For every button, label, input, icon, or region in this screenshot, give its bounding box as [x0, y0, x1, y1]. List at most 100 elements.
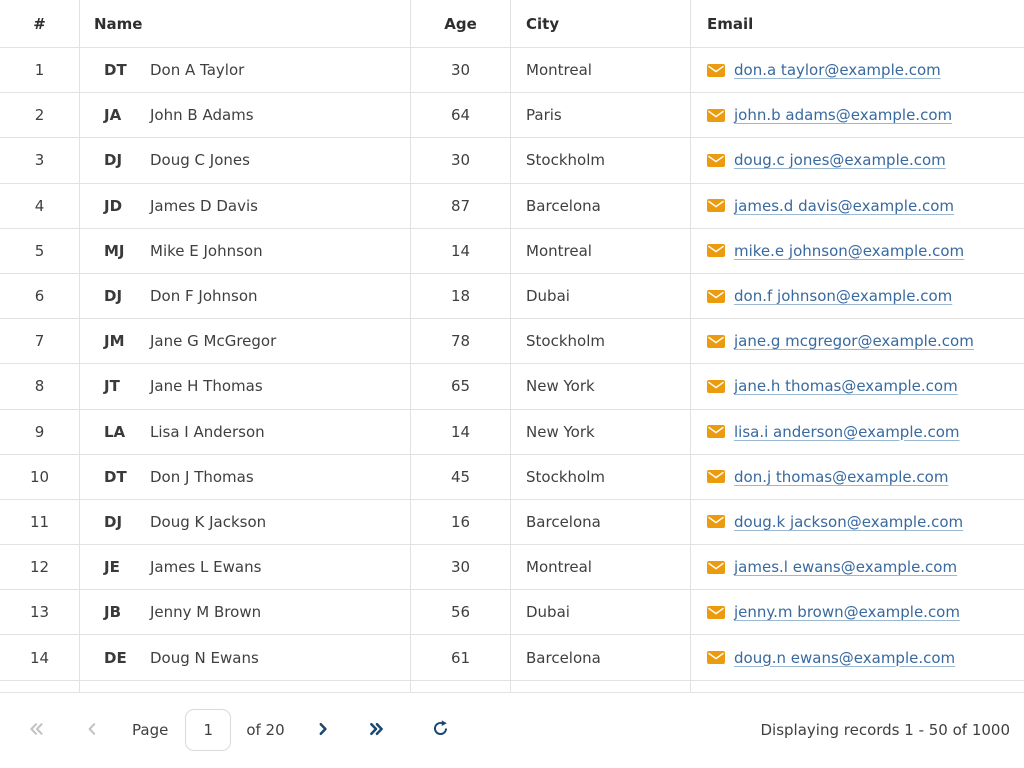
last-page-button[interactable]	[365, 718, 389, 742]
email-cell: jenny.m brown@example.com	[691, 590, 1024, 634]
city-cell: Paris	[511, 93, 691, 138]
city-cell: Stockholm	[511, 454, 691, 499]
name-cell: DJ Doug K Jackson	[80, 499, 411, 545]
refresh-button[interactable]	[429, 718, 453, 742]
envelope-icon	[707, 289, 725, 303]
envelope-icon	[707, 199, 725, 213]
chevron-left-icon	[84, 721, 100, 740]
full-name: James D Davis	[150, 196, 258, 215]
age-cell: 65	[411, 364, 511, 409]
row-index: 4	[0, 183, 80, 228]
email-link[interactable]: doug.c jones@example.com	[734, 151, 946, 170]
envelope-icon	[707, 153, 725, 167]
email-link[interactable]: james.d davis@example.com	[734, 196, 955, 215]
city-cell: Barcelona	[511, 635, 691, 680]
table-row: 8 JT Jane H Thomas 65 New York jane.h th…	[0, 364, 1024, 410]
email-link[interactable]: john.b adams@example.com	[734, 106, 953, 125]
initials-badge: DJ	[104, 287, 123, 306]
full-name: Jane H Thomas	[150, 377, 263, 396]
city-cell: Dubai	[511, 590, 691, 635]
table-row: 2 JA John B Adams 64 Paris john.b adams@…	[0, 93, 1024, 139]
email-link[interactable]: jane.h thomas@example.com	[734, 377, 958, 396]
table-row: 6 DJ Don F Johnson 18 Dubai don.f johnso…	[0, 273, 1024, 320]
age-cell: 78	[411, 319, 511, 364]
city-cell: Barcelona	[511, 183, 691, 228]
envelope-icon	[707, 63, 725, 77]
full-name: Jane G McGregor	[150, 332, 277, 351]
initials-badge: DT	[104, 61, 127, 80]
row-index: 14	[0, 635, 80, 680]
email-cell: lisa.i anderson@example.com	[691, 410, 1024, 454]
first-page-button[interactable]	[24, 718, 48, 742]
age-cell: 30	[411, 48, 511, 93]
initials-badge: JE	[104, 558, 120, 577]
prev-page-button[interactable]	[80, 718, 104, 742]
email-link[interactable]: lisa.i anderson@example.com	[734, 422, 960, 441]
email-link[interactable]: doug.n ewans@example.com	[734, 648, 956, 667]
table-row: 1 DT Don A Taylor 30 Montreal don.a tayl…	[0, 48, 1024, 94]
email-link[interactable]: don.j thomas@example.com	[734, 467, 949, 486]
envelope-icon	[707, 379, 725, 393]
table-row: 9 LA Lisa I Anderson 14 New York lisa.i …	[0, 409, 1024, 455]
email-link[interactable]: james.l ewans@example.com	[734, 558, 958, 577]
name-cell: DJ Don F Johnson	[80, 273, 411, 319]
row-index: 7	[0, 319, 80, 364]
age-cell: 45	[411, 454, 511, 499]
table-row: 13 JB Jenny M Brown 56 Dubai jenny.m bro…	[0, 590, 1024, 636]
name-cell: MJ Mike E Johnson	[80, 228, 411, 273]
name-cell: JT Jane H Thomas	[80, 364, 411, 409]
records-status: Displaying records 1 - 50 of 1000	[760, 721, 1011, 740]
table-row: 12 JE James L Ewans 30 Montreal james.l …	[0, 545, 1024, 591]
row-index: 1	[0, 48, 80, 93]
email-cell: mike.e johnson@example.com	[691, 229, 1024, 273]
next-page-button[interactable]	[311, 718, 335, 742]
pagination-bar: Page of 20 Displaying records 1 - 50 of …	[0, 693, 1024, 768]
initials-badge: JM	[104, 332, 125, 351]
email-link[interactable]: jane.g mcgregor@example.com	[734, 332, 974, 351]
email-link[interactable]: don.a taylor@example.com	[734, 61, 941, 80]
initials-badge: JA	[104, 106, 122, 125]
envelope-icon	[707, 470, 725, 484]
page-count-label: of 20	[246, 721, 285, 740]
age-cell: 61	[411, 635, 511, 680]
age-cell: 16	[411, 499, 511, 545]
double-chevron-right-icon	[368, 721, 385, 740]
full-name: Doug C Jones	[150, 151, 250, 170]
initials-badge: DE	[104, 648, 127, 667]
email-cell: doug.n ewans@example.com	[691, 635, 1024, 679]
name-cell: LA Lisa I Anderson	[80, 409, 411, 454]
initials-badge: LA	[104, 422, 126, 441]
full-name: Don F Johnson	[150, 287, 258, 306]
full-name: Don J Thomas	[150, 467, 254, 486]
full-name: John B Adams	[150, 106, 254, 125]
age-cell: 30	[411, 138, 511, 183]
email-cell: don.f johnson@example.com	[691, 274, 1024, 318]
email-cell: john.b adams@example.com	[691, 93, 1024, 137]
header-index: #	[0, 0, 80, 47]
email-link[interactable]: mike.e johnson@example.com	[734, 241, 965, 260]
email-link[interactable]: don.f johnson@example.com	[734, 287, 953, 306]
table-row: 3 DJ Doug C Jones 30 Stockholm doug.c jo…	[0, 138, 1024, 184]
table-row: 14 DE Doug N Ewans 61 Barcelona doug.n e…	[0, 635, 1024, 681]
chevron-right-icon	[315, 721, 331, 740]
page-input[interactable]	[185, 709, 232, 752]
initials-badge: JB	[104, 603, 122, 622]
age-cell: 30	[411, 545, 511, 590]
row-index: 11	[0, 499, 80, 545]
refresh-icon	[431, 719, 450, 741]
envelope-icon	[707, 515, 725, 529]
email-cell: james.l ewans@example.com	[691, 545, 1024, 589]
email-link[interactable]: jenny.m brown@example.com	[734, 603, 960, 622]
age-cell: 64	[411, 93, 511, 138]
initials-badge: JD	[104, 196, 123, 215]
initials-badge: DJ	[104, 151, 123, 170]
name-cell: DE Doug N Ewans	[80, 635, 411, 680]
city-cell: New York	[511, 364, 691, 409]
table-row: 5 MJ Mike E Johnson 14 Montreal mike.e j…	[0, 228, 1024, 274]
header-age: Age	[411, 0, 511, 47]
table-header-row: # Name Age City Email	[0, 0, 1024, 48]
email-cell: james.d davis@example.com	[691, 184, 1024, 228]
email-link[interactable]: doug.k jackson@example.com	[734, 512, 964, 531]
full-name: Doug K Jackson	[150, 512, 267, 531]
full-name: Lisa I Anderson	[150, 422, 265, 441]
